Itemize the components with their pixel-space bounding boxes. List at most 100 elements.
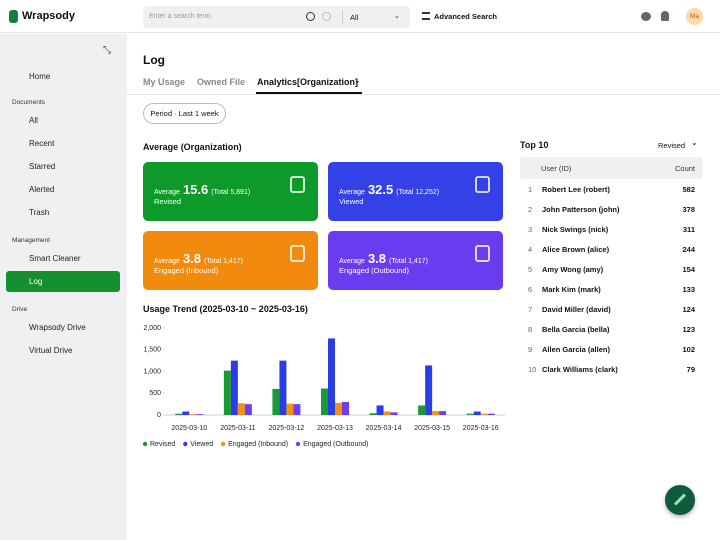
column-header: Count	[674, 164, 695, 173]
nav-item[interactable]: Home	[6, 66, 120, 87]
stat-total: (Total 1,417)	[204, 258, 243, 265]
stat-label: Viewed	[339, 197, 364, 206]
bar	[342, 401, 349, 415]
search-icon[interactable]	[322, 12, 331, 21]
search-input[interactable]: Enter a search term.	[149, 13, 213, 20]
stat-label: Revised	[154, 197, 182, 206]
stat-value: 3.8	[367, 251, 387, 266]
count: 133	[682, 285, 695, 294]
user-name: Clark Williams (clark)	[542, 365, 618, 374]
stat-label: Engaged (Inbound)	[154, 266, 219, 275]
bar	[487, 413, 495, 415]
x-tick-label: 2025-03-14	[366, 425, 402, 432]
tab[interactable]: Owned File	[197, 77, 246, 87]
avatar[interactable]: Ma	[686, 8, 703, 25]
count: 311	[682, 225, 695, 234]
nav-item[interactable]: Log	[6, 271, 120, 292]
count: 378	[682, 205, 695, 214]
nav-label: Alerted	[29, 185, 55, 194]
tab[interactable]: My Usage	[143, 77, 186, 87]
nav-label: Home	[29, 72, 51, 81]
table-row: 7 David Miller (david) 124	[520, 302, 703, 322]
nav-item[interactable]: Trash	[6, 202, 120, 223]
fab-button[interactable]	[665, 485, 695, 515]
legend-label: Engaged (Inbound)	[228, 441, 288, 448]
table-row: 5 Amy Wong (amy) 154	[520, 262, 703, 282]
stat-icon	[475, 245, 490, 262]
table-row: 1 Robert Lee (robert) 582	[520, 182, 703, 202]
divider	[342, 10, 343, 24]
bar	[335, 402, 342, 415]
filter-icon	[422, 12, 430, 20]
stat-card[interactable]: Average 3.8 (Total 1,417) Engaged (Inbound)	[143, 231, 318, 290]
page-title: Log	[143, 53, 165, 67]
bell-icon[interactable]	[661, 11, 669, 21]
chart: 0 500 1,000 1,500 2,000 2025-03-10 2025-03-11 2…	[142, 325, 505, 448]
bar	[425, 365, 433, 415]
bar	[383, 411, 391, 415]
user-name: Amy Wong (amy)	[542, 265, 604, 274]
bar	[244, 404, 252, 415]
scope-select[interactable]: All	[350, 13, 359, 22]
count: 154	[682, 265, 695, 274]
chevron: ⌄	[354, 76, 361, 85]
stat-prefix: Average	[154, 258, 180, 265]
collapse-icon[interactable]: ⤡	[103, 45, 111, 56]
stat-total: (Total 12,252)	[396, 189, 440, 196]
bar	[390, 412, 398, 415]
stat-card[interactable]: Average 15.6 (Total 5,891) Revised	[143, 162, 318, 221]
top-bar: Wrapsody Enter a search term. All ⌄ Adva…	[0, 0, 720, 33]
bar	[473, 411, 481, 415]
nav-label: Wrapsody Drive	[29, 323, 86, 332]
x-tick-label: 2025-03-12	[269, 425, 305, 432]
stat-icon	[290, 245, 305, 262]
rank: 4	[528, 245, 533, 254]
bar	[321, 388, 328, 415]
count: 102	[682, 345, 695, 354]
table-row: 2 John Patterson (john) 378	[520, 202, 703, 222]
x-tick-label: 2025-03-16	[463, 425, 499, 432]
legend-label: Engaged (Outbound)	[303, 441, 368, 448]
user-name: Bella Garcia (bella)	[542, 325, 610, 334]
logo[interactable]: Wrapsody	[22, 10, 75, 22]
tab-underline	[256, 92, 362, 94]
nav-item[interactable]: Starred	[6, 156, 120, 177]
y-tick-label: 500	[149, 390, 161, 397]
nav-item[interactable]: Recent	[6, 133, 120, 154]
table-row: 4 Alice Brown (alice) 244	[520, 242, 703, 262]
advanced-search[interactable]: Advanced Search	[434, 12, 497, 21]
tab-divider	[127, 94, 720, 95]
chat-icon[interactable]	[641, 12, 651, 21]
bar	[279, 360, 287, 415]
image-search-icon[interactable]	[306, 12, 315, 21]
count: 582	[682, 185, 695, 194]
stat-card[interactable]: Average 3.8 (Total 1,417) Engaged (Outbound…	[328, 231, 503, 290]
y-tick-label: 1,000	[143, 368, 161, 375]
column-header: User (ID)	[541, 164, 572, 173]
stat-card[interactable]: Average 32.5 (Total 12,252) Viewed	[328, 162, 503, 221]
stat-icon	[475, 176, 490, 193]
period-button[interactable]: Period · Last 1 week	[143, 103, 226, 124]
section-label: Documents	[12, 99, 45, 106]
bar	[230, 360, 238, 415]
nav-item[interactable]: Alerted	[6, 179, 120, 200]
nav-item[interactable]: All	[6, 110, 120, 131]
sort-select[interactable]: Revised	[658, 141, 686, 150]
stat-line: Average 32.5 (Total 12,252)	[339, 182, 439, 197]
stat-line: Average 3.8 (Total 1,417)	[154, 251, 243, 266]
count: 244	[682, 245, 695, 254]
user-name: Nick Swings (nick)	[542, 225, 609, 234]
table-row: 6 Mark Kim (mark) 133	[520, 282, 703, 302]
nav-item[interactable]: Smart Cleaner	[6, 248, 120, 269]
legend-swatch	[295, 441, 301, 447]
tab-active[interactable]: Analytics[Organization]	[257, 77, 359, 87]
stat-prefix: Average	[154, 189, 180, 196]
table-row: 9 Allen Garcia (allen) 102	[520, 342, 703, 362]
rank: 8	[528, 325, 533, 334]
stat-prefix: Average	[339, 258, 365, 265]
bar	[223, 370, 231, 415]
nav-item[interactable]: Wrapsody Drive	[6, 317, 120, 338]
nav-item[interactable]: Virtual Drive	[6, 340, 120, 361]
search-box[interactable]: Enter a search term. All ⌄	[143, 6, 410, 28]
